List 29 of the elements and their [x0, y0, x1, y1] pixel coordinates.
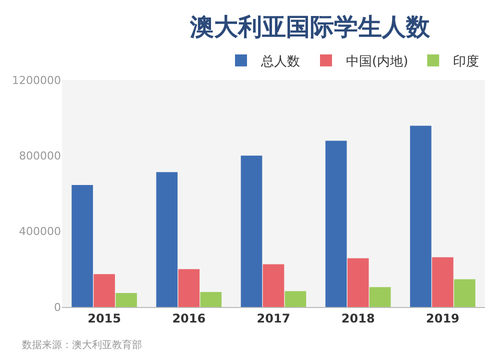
- bar: [72, 184, 93, 307]
- y-tick-label: 800000: [19, 150, 61, 163]
- legend-label: 总人数: [260, 54, 300, 70]
- bar: [432, 257, 454, 307]
- bar: [156, 172, 178, 307]
- chart-title: 澳大利亚国际学生人数: [189, 12, 431, 41]
- bar: [410, 126, 432, 307]
- legend-label: 印度: [453, 53, 480, 70]
- bar: [116, 293, 137, 307]
- source-note: 数据来源：澳大利亚教育部: [22, 339, 142, 351]
- bar: [200, 292, 222, 307]
- bar: [325, 140, 347, 307]
- bar: [240, 156, 262, 307]
- bar: [284, 291, 306, 307]
- legend-label: 中国(内地): [346, 54, 408, 70]
- x-tick-label: 2019: [426, 311, 460, 326]
- x-tick-label: 2017: [256, 311, 290, 326]
- x-tick-label: 2016: [172, 311, 206, 326]
- y-tick-label: 0: [54, 300, 61, 314]
- bar: [454, 279, 476, 307]
- bar: [369, 287, 391, 307]
- bar: [94, 274, 115, 307]
- x-tick-label: 2015: [88, 311, 122, 326]
- x-tick-label: 2018: [341, 311, 375, 326]
- bar: [262, 264, 284, 307]
- bar: [178, 269, 200, 307]
- y-tick-label: 1200000: [12, 74, 61, 87]
- y-tick-label: 400000: [19, 225, 61, 238]
- bar: [347, 258, 369, 307]
